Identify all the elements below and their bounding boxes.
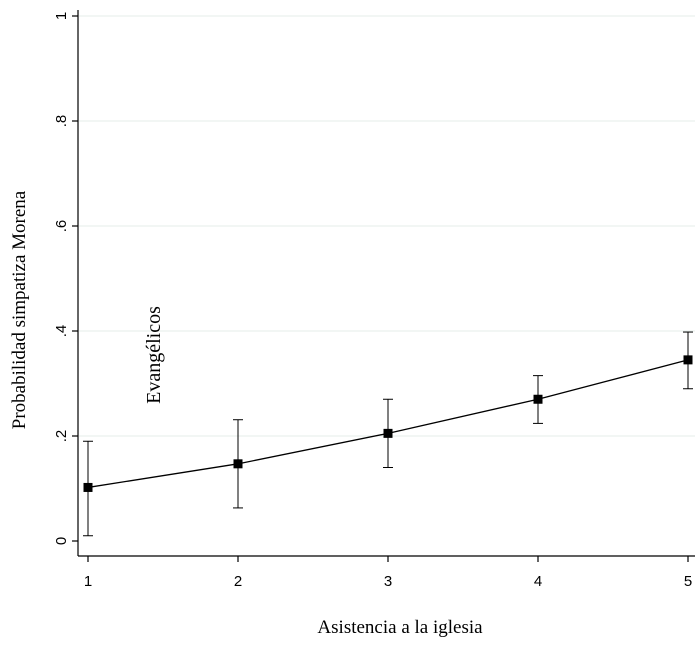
data-point [234,459,243,468]
annotation-label: Evangélicos [143,306,165,404]
x-tick-label: 1 [84,573,92,590]
x-tick-label: 2 [234,573,242,590]
x-tick-label: 3 [384,573,392,590]
y-tick-label: 0 [53,537,70,545]
y-axis-title: Probabilidad simpatiza Morena [9,190,30,429]
data-point [534,395,543,404]
data-point [684,355,693,364]
data-point [384,429,393,438]
y-tick-label: 1 [53,12,70,20]
y-tick-label: .6 [53,220,70,233]
x-tick-label: 5 [684,573,692,590]
y-tick-label: .4 [53,325,70,338]
x-tick-label: 4 [534,573,542,590]
x-axis-title: Asistencia a la iglesia [317,617,483,638]
y-tick-label: .2 [53,430,70,443]
data-point [84,483,93,492]
y-tick-label: .8 [53,115,70,128]
